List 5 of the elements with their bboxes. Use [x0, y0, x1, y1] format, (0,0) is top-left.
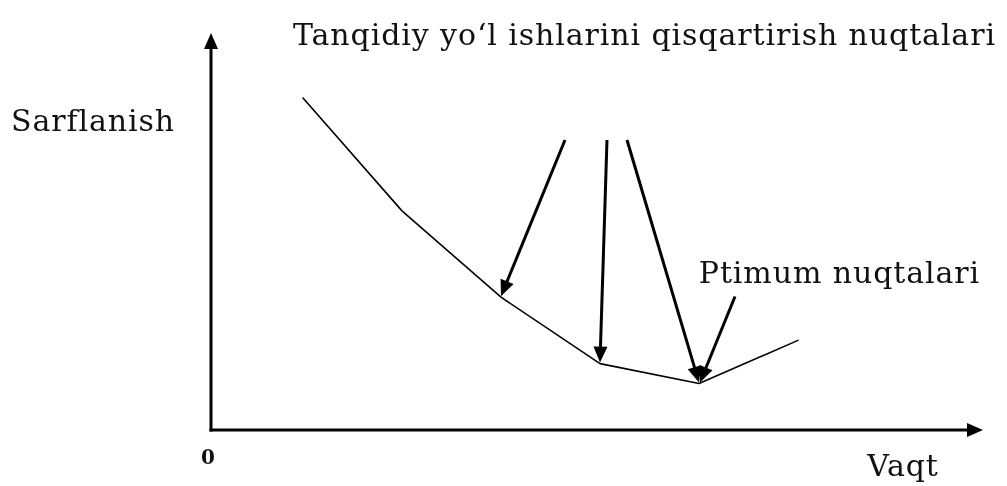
annotation: Ptimum nuqtalari	[698, 254, 980, 290]
y-axis-title: Sarflanish	[11, 103, 175, 138]
chart-title: Tanqidiy yo‘l ishlarini qisqartirish nuqtalari	[293, 17, 996, 52]
x-axis-title: Vaqt	[866, 448, 939, 483]
text: 0	[201, 445, 215, 469]
